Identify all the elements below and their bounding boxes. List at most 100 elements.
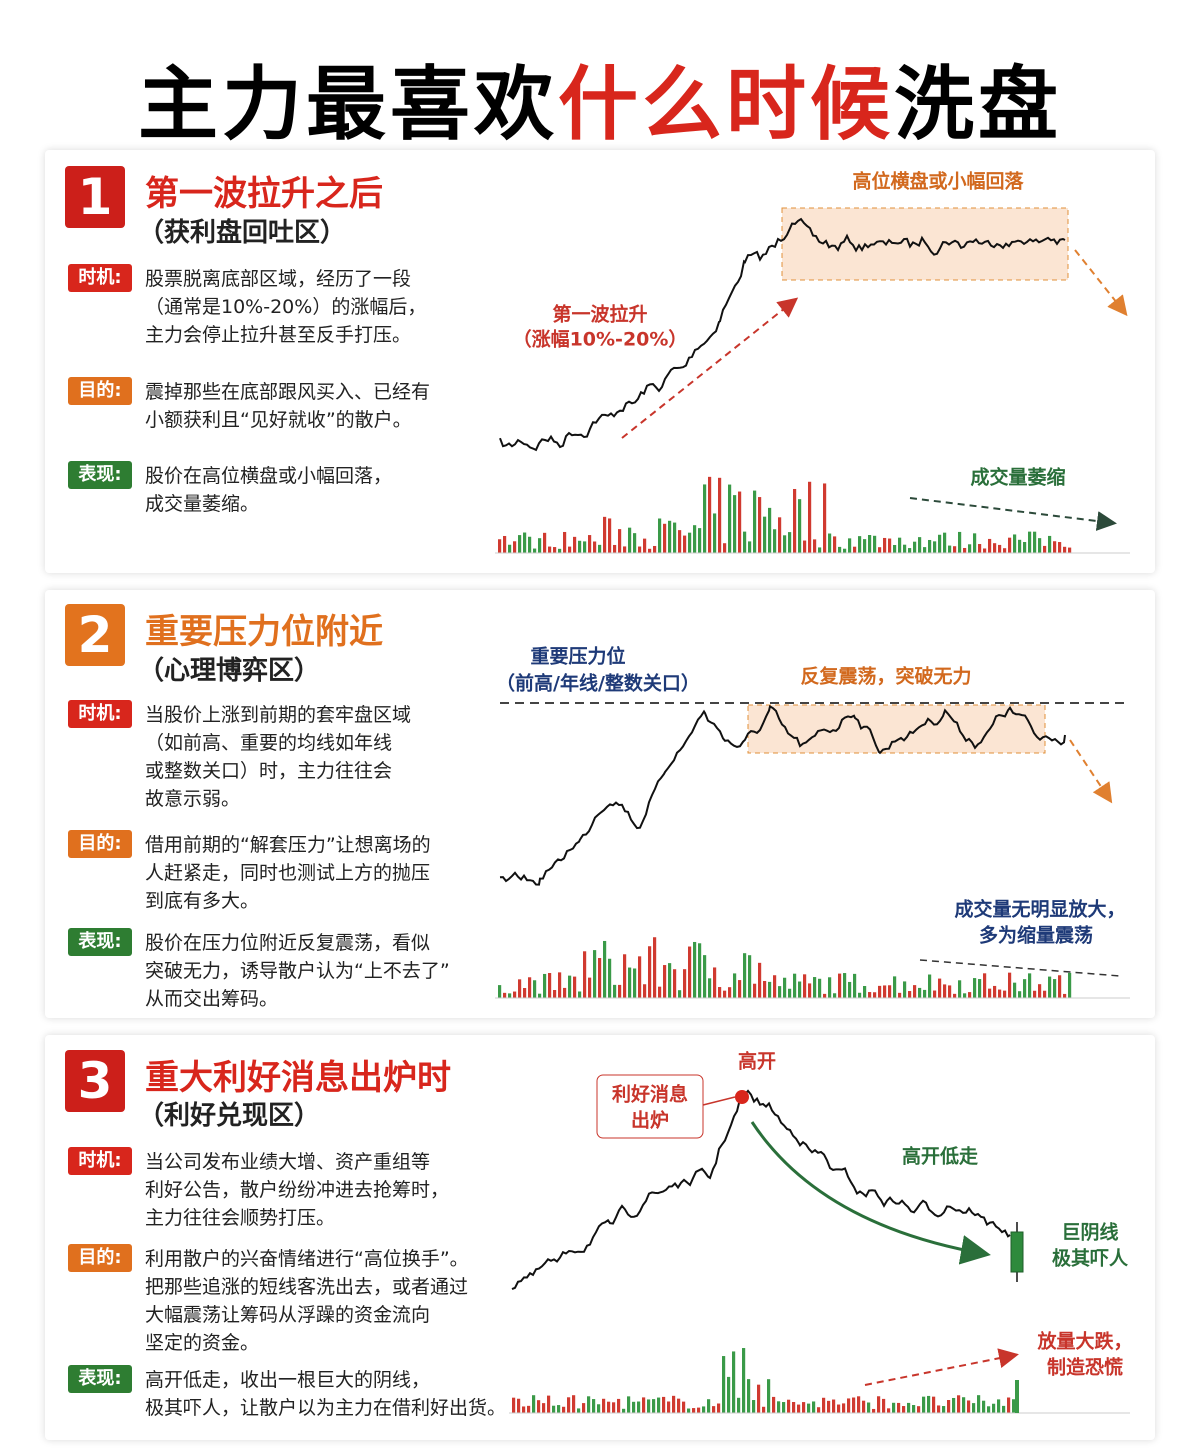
volume-bar — [722, 1356, 726, 1413]
volume-bar — [842, 1403, 846, 1413]
volume-bar — [853, 973, 857, 998]
volume-bar — [613, 984, 617, 998]
volume-bar — [798, 981, 802, 998]
volume-bar — [792, 1402, 796, 1413]
volume-bar — [983, 973, 987, 998]
item-line: 股票脱离底部区域，经历了一段 — [145, 268, 412, 290]
item-line: 主力会停止拉升甚至反手打压。 — [145, 324, 412, 346]
volume-bar — [787, 1399, 791, 1413]
item-line: 人赶紧走，同时也测试上方的抛压 — [145, 862, 431, 884]
item-line: 主力往往会顺势打压。 — [145, 1207, 336, 1229]
volume-bar — [813, 539, 817, 553]
volume-bar — [508, 993, 512, 998]
volume-bar — [992, 1403, 996, 1413]
volume-bar — [982, 1400, 986, 1413]
volume-bar — [778, 517, 782, 553]
volume-bar — [1013, 534, 1017, 553]
volume-bar — [987, 1406, 991, 1413]
volume-bar — [1043, 545, 1047, 553]
volume-bar — [937, 1405, 941, 1413]
volume-bar — [838, 973, 842, 998]
volume-bar — [1023, 542, 1027, 553]
item-line: 利用散户的兴奋情绪进行“高位换手”。 — [145, 1248, 469, 1270]
item-tag: 目的: — [68, 377, 132, 405]
annotation: 极其吓人 — [1052, 1247, 1129, 1270]
annotation: 出炉 — [631, 1109, 669, 1132]
volume-bar — [753, 983, 757, 998]
volume-bar — [907, 1402, 911, 1413]
title-part: 主力最喜欢 — [138, 58, 558, 151]
volume-bar — [643, 538, 647, 553]
annotation: 利好消息 — [612, 1083, 688, 1106]
volume-bar — [828, 533, 832, 553]
open-dot — [735, 1090, 749, 1104]
volume-bar — [708, 978, 712, 998]
volume-bar — [997, 1399, 1001, 1413]
volume-bar — [652, 1399, 656, 1413]
volume-bar — [538, 993, 542, 998]
volume-bar — [658, 986, 662, 998]
volume-bar — [1008, 537, 1012, 553]
volume-bar — [893, 976, 897, 998]
volume-bar — [753, 490, 757, 553]
volume-bar — [723, 543, 727, 553]
volume-bar — [533, 548, 537, 553]
big-candle — [1010, 1231, 1024, 1273]
price-line — [499, 217, 1066, 452]
volume-bar — [573, 976, 577, 998]
annotation: 反复震荡，突破无力 — [800, 665, 971, 688]
volume-bar — [568, 546, 572, 553]
volume-bar — [972, 1403, 976, 1413]
volume-bar — [737, 1397, 741, 1413]
volume-bar — [963, 547, 967, 553]
volume-bar — [943, 984, 947, 998]
volume-bar — [763, 980, 767, 998]
volume-bar — [642, 1397, 646, 1413]
section-title: 第一波拉升之后 — [145, 174, 383, 214]
volume-bar — [948, 985, 952, 998]
volume-bar — [613, 544, 617, 553]
volume-bar — [573, 536, 577, 553]
volume-bar — [728, 987, 732, 998]
item-line: 到底有多大。 — [145, 890, 260, 912]
item-tag: 表现: — [68, 1365, 132, 1393]
volume-bar — [698, 528, 702, 553]
volume-bar — [803, 974, 807, 998]
volume-bar — [878, 547, 882, 553]
volume-bar — [607, 1401, 611, 1413]
volume-bar — [623, 954, 627, 998]
volume-bar — [658, 518, 662, 553]
volume-bar — [1015, 1380, 1019, 1413]
volume-bar — [558, 972, 562, 998]
annotation: 重要压力位 — [530, 645, 625, 668]
item-line: 或整数关口）时，主力往往会 — [145, 760, 393, 782]
volume-bar — [602, 1398, 606, 1413]
volume-bar — [522, 1406, 526, 1413]
volume-bar — [888, 985, 892, 998]
volume-bar — [947, 1400, 951, 1413]
volume-bar — [703, 484, 707, 553]
volume-bar — [858, 992, 862, 998]
title-part: 什么时候 — [558, 58, 894, 151]
volume-bar — [983, 548, 987, 553]
volume-bar — [688, 532, 692, 553]
volume-bar — [1048, 535, 1052, 553]
item-line: 把那些追涨的短线客洗出去，或者通过 — [145, 1276, 469, 1298]
volume-bar — [978, 979, 982, 998]
volume-bar — [733, 495, 737, 553]
volume-bar — [637, 1401, 641, 1413]
volume-bar — [1058, 975, 1062, 998]
volume-bar — [893, 544, 897, 553]
volume-bar — [858, 536, 862, 553]
volume-bar — [513, 991, 517, 998]
item-tag: 表现: — [68, 928, 132, 956]
trend-arrow — [1074, 249, 1128, 317]
item-line: 借用前期的“解套压力”让想离场的 — [145, 834, 431, 856]
volume-bar — [977, 1395, 981, 1413]
section-subtitle: （获利盘回吐区） — [138, 218, 347, 248]
volume-bar — [612, 1402, 616, 1413]
item-line: 小额获利且“见好就收”的散户。 — [145, 409, 412, 431]
volume-bar — [542, 1403, 546, 1413]
volume-bar — [1003, 548, 1007, 553]
volume-bar — [817, 1407, 821, 1413]
